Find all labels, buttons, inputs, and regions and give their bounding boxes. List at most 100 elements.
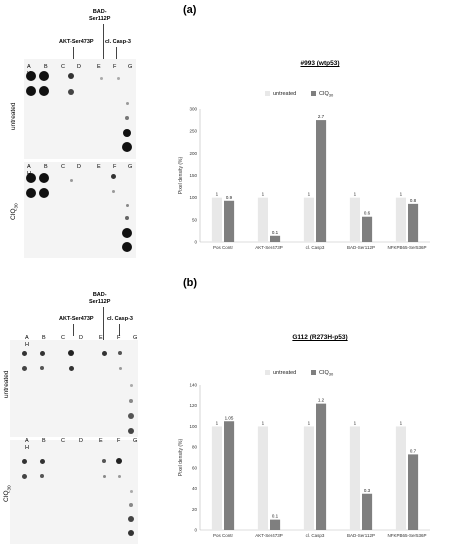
chart-data-label: 1 [262,192,265,197]
chart-y-tick-label: 140 [189,383,197,388]
blot-spot [40,366,44,370]
chart-data-label: 1 [400,420,403,425]
chart-data-label: 1 [216,420,219,425]
blot-spot [129,399,133,403]
chart-bar [224,421,235,530]
blot-spot [39,350,45,356]
blot-spot [39,173,49,183]
chart-data-label: 1 [262,420,265,425]
blot-column-e: E [97,164,101,170]
blot-spot [116,76,120,80]
blot-b-annot-casp: cl. Casp-3 [107,316,133,322]
blot-spot [118,366,122,370]
chart-data-label: 1 [308,420,311,425]
chart-legend-swatch [265,91,270,96]
blot-b-ciq [10,440,138,544]
chart-a-title: #993 (wtp53) [300,60,340,67]
chart-bar [224,200,235,242]
blot-a-annot-bad: BAD- Ser112P [89,9,111,22]
blot-column-g: G [133,438,138,444]
blot-spot [125,216,129,220]
blot-a-arrow-casp [116,47,117,59]
blot-spot [68,350,74,356]
blot-b-annot-bad: BAD- Ser112P [89,292,111,305]
chart-bar [211,426,222,530]
blot-spot [39,86,49,96]
chart-y-label: Pixel density (%) [178,439,184,477]
chart-data-label: 1.2 [318,398,325,403]
blot-spot [21,473,27,479]
chart-data-label: 1.05 [225,415,234,420]
blot-spot [39,188,49,198]
chart-legend-label: untreated [273,370,296,376]
chart-x-tick-label: cl. Casp3 [306,245,325,250]
chart-x-tick-label: AKT-Ser473P [255,245,283,250]
blot-column-c: C [61,164,65,170]
blot-spot [129,503,133,507]
blot-spot [125,101,129,105]
chart-y-tick-label: 40 [192,486,198,491]
blot-spot [40,474,44,478]
blot-spot [117,474,121,478]
blot-spot [128,530,134,536]
blot-column-f: F [113,64,117,70]
chart-y-tick-label: 100 [189,195,197,200]
blot-column-e: E [97,64,101,70]
chart-data-label: 0.3 [364,488,371,493]
chart-y-tick-label: 60 [192,465,198,470]
chart-legend-label: CIQ30 [319,370,334,377]
blot-spot [26,71,36,81]
blot-spot [116,458,122,464]
blot-row-h: H [25,342,29,348]
blot-spot [128,516,134,522]
chart-legend-swatch [265,370,270,375]
chart-data-label: 0.1 [272,514,279,519]
chart-bar [316,120,327,242]
blot-b-arrow-akt [73,324,74,336]
chart-y-label: Pixel density (%) [178,157,184,195]
blot-spot [111,189,115,193]
panel-a-label: (a) [183,4,197,16]
blot-column-e: E [99,438,103,444]
blot-column-b: B [42,335,46,341]
blot-spot [102,474,106,478]
blot-spot [122,228,132,238]
chart-data-label: 0.6 [364,211,371,216]
chart-x-tick-label: AKT-Ser473P [255,533,283,538]
chart-bar [362,216,373,242]
blot-b-arrow-bad [103,307,104,343]
blot-spot [21,365,27,371]
chart-data-label: 1 [400,192,403,197]
blot-spot [102,459,106,463]
blot-spot [26,86,36,96]
chart-x-tick-label: BAD-Ser112P [347,245,375,250]
chart-bar [349,426,360,530]
chart-data-label: 0.8 [410,198,417,203]
blot-column-c: C [61,335,65,341]
blot-column-f: F [117,438,121,444]
chart-x-tick-label: cl. Casp3 [306,533,325,538]
blot-column-a: A [25,438,29,444]
chart-legend-label: CIQ30 [319,91,334,98]
blot-spot [68,89,74,95]
chart-data-label: 0.9 [226,195,233,200]
chart-x-tick-label: NFKPB65-Ser536P [387,245,426,250]
chart-x-tick-label: NFKPB65-Ser536P [387,533,426,538]
blot-b-arrow-casp [119,324,120,336]
chart-data-label: 1 [308,192,311,197]
chart-legend-label: untreated [273,91,296,97]
blot-a-arrow-bad [103,24,104,60]
blot-column-c: C [61,64,65,70]
blot-spot [125,116,129,120]
blot-a-annot-casp: cl. Casp-3 [105,39,131,45]
blot-column-g: G [128,64,133,70]
blot-column-f: F [113,164,117,170]
chart-y-tick-label: 0 [194,240,197,245]
blot-spot [123,129,131,137]
chart-y-tick-label: 20 [192,507,198,512]
blot-column-g: G [133,335,138,341]
blot-spot [68,73,74,79]
chart-bar [316,403,327,530]
blot-column-a: A [25,335,29,341]
